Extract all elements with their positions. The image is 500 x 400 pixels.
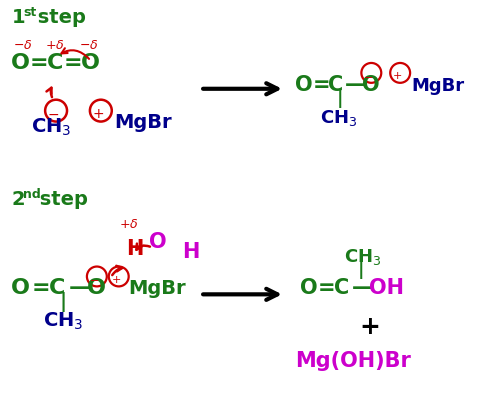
Text: MgBr: MgBr: [128, 279, 186, 298]
Text: OH: OH: [370, 278, 404, 298]
Text: 1: 1: [12, 8, 25, 27]
Text: CH$_3$: CH$_3$: [43, 311, 84, 332]
Text: +: +: [359, 315, 380, 339]
Text: CH$_3$: CH$_3$: [31, 116, 72, 138]
Text: nd: nd: [24, 188, 41, 201]
Text: step: step: [33, 190, 88, 209]
Text: MgBr: MgBr: [411, 77, 464, 95]
Text: O: O: [300, 278, 318, 298]
Text: $-\delta$: $-\delta$: [14, 39, 33, 52]
Text: =: =: [64, 53, 82, 73]
Text: MgBr: MgBr: [114, 114, 172, 132]
Text: $-$: $-$: [47, 107, 59, 121]
Text: =: =: [29, 53, 48, 73]
Text: C: C: [328, 75, 343, 95]
Text: CH$_3$: CH$_3$: [320, 108, 357, 128]
Text: CH$_3$: CH$_3$: [344, 246, 382, 266]
Text: |: |: [336, 90, 343, 108]
Text: C: C: [49, 278, 66, 298]
Text: O: O: [12, 53, 30, 73]
Text: step: step: [31, 8, 86, 27]
Text: 2: 2: [12, 190, 25, 209]
Text: —: —: [352, 278, 372, 298]
Text: C: C: [47, 53, 64, 73]
Text: =: =: [318, 278, 335, 298]
Text: O: O: [12, 278, 30, 298]
Text: H: H: [182, 242, 200, 262]
Text: O: O: [87, 278, 106, 298]
Text: |: |: [59, 292, 66, 312]
Text: =: =: [312, 75, 330, 95]
Text: $+\delta$: $+\delta$: [45, 39, 64, 52]
Text: $-\delta$: $-\delta$: [79, 39, 98, 52]
Text: O: O: [295, 75, 312, 95]
Text: $-$: $-$: [364, 71, 374, 81]
Text: C: C: [334, 278, 349, 298]
Text: H: H: [126, 239, 143, 259]
Text: Mg(OH)Br: Mg(OH)Br: [295, 351, 410, 371]
Text: O: O: [362, 75, 380, 95]
Text: $+\delta$: $+\delta$: [118, 218, 139, 231]
Text: $+$: $+$: [110, 274, 121, 285]
Text: st: st: [24, 6, 36, 19]
Text: —: —: [344, 75, 366, 95]
Text: $+$: $+$: [392, 70, 402, 81]
Text: $-$: $-$: [89, 274, 99, 284]
Text: $+$: $+$: [92, 107, 104, 121]
Text: O: O: [81, 53, 100, 73]
Text: |: |: [358, 262, 364, 280]
Text: =: =: [31, 278, 50, 298]
Text: O: O: [148, 232, 166, 252]
Text: —: —: [69, 278, 92, 298]
